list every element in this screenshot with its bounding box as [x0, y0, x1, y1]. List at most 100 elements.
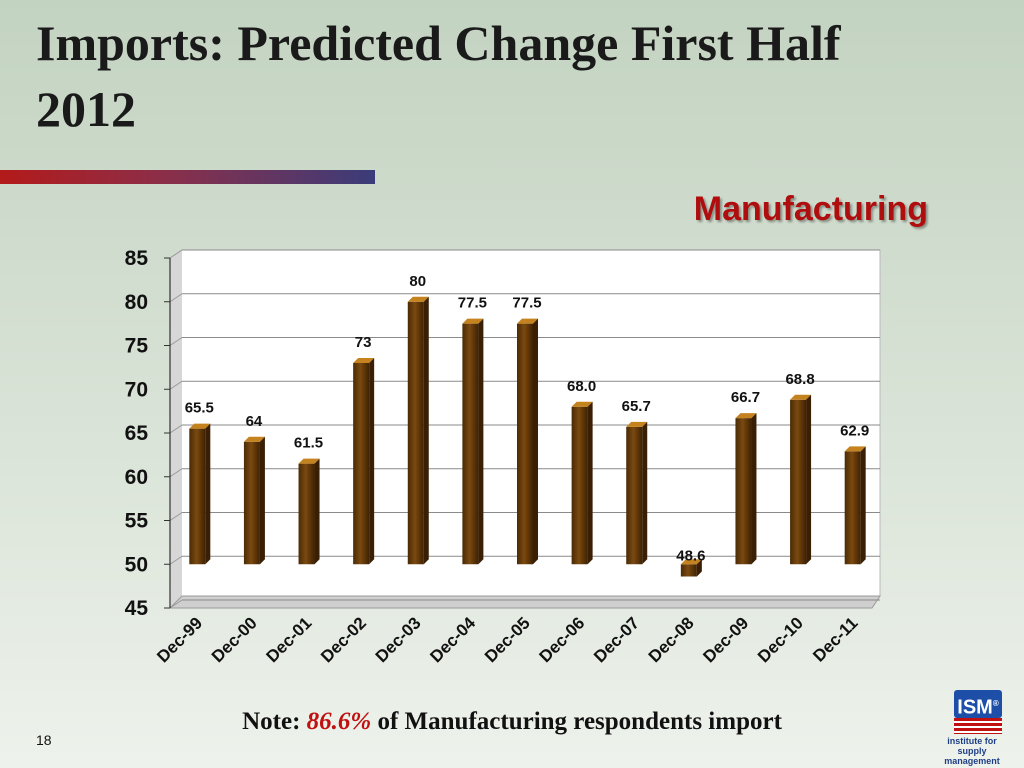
gridline-depth: [169, 555, 183, 565]
bar-side: [478, 318, 484, 565]
y-tick-label: 60: [125, 466, 148, 489]
gridline-depth: [169, 380, 183, 390]
bar-front: [243, 441, 260, 565]
gridline-depth: [169, 599, 183, 609]
bar-Dec-01: [298, 458, 320, 565]
data-label: 61.5: [294, 435, 323, 452]
data-label: 77.5: [512, 295, 541, 312]
bar-front: [353, 363, 370, 565]
data-label: 65.7: [622, 398, 651, 415]
data-label: 64: [246, 413, 263, 430]
data-label: 73: [355, 334, 372, 351]
x-tick-label: Dec-07: [590, 613, 643, 666]
note-percent: 86.6%: [306, 708, 372, 735]
data-label: 66.7: [731, 389, 760, 406]
logo-tagline-line2: supply management: [944, 746, 1000, 766]
bar-top: [407, 296, 429, 302]
bar-chart: 45 50 55 60 65 70 75 80 85 65.5 64 61.5 73 80 77.5 77.…: [125, 247, 881, 666]
y-tick-label: 50: [125, 553, 148, 576]
bar-Dec-11: [844, 446, 866, 565]
logo-badge: ISM®: [954, 690, 1002, 719]
bar-side: [369, 358, 375, 565]
data-label: 68.8: [785, 371, 814, 388]
bar-front: [680, 564, 697, 577]
bar-side: [259, 436, 265, 565]
logo-wave-icon: [954, 718, 1002, 734]
footnote: Note: 86.6% of Manufacturing respondents…: [0, 708, 1024, 736]
bar-Dec-08: [680, 559, 702, 577]
bar-side: [587, 401, 593, 565]
bar-front: [407, 301, 424, 565]
chart-floor: [168, 595, 881, 609]
gridline-depth: [169, 512, 183, 521]
bar-top: [189, 423, 211, 429]
bar-front: [298, 463, 315, 565]
gridline-depth: [169, 293, 183, 303]
gridline-depth: [169, 424, 183, 434]
y-tick-label: 55: [125, 510, 149, 533]
bar-front: [462, 323, 479, 565]
data-label: 65.5: [185, 400, 214, 417]
y-tick-label: 75: [125, 335, 149, 358]
x-tick-label: Dec-04: [426, 613, 479, 666]
bar-Dec-09: [735, 413, 757, 565]
bar-side: [751, 413, 757, 565]
bar-Dec-03: [407, 296, 429, 565]
note-suffix: of Manufacturing respondents import: [377, 708, 782, 735]
data-labels: 65.5 64 61.5 73 80 77.5 77.5 68.0 65.7 48.6 66.7 68…: [185, 273, 870, 565]
bar-top: [735, 413, 757, 419]
data-label: 77.5: [458, 295, 487, 312]
data-label: 62.9: [840, 422, 869, 439]
bar-side: [314, 458, 320, 565]
bar-Dec-10: [790, 394, 812, 565]
bar-side: [205, 423, 211, 565]
data-label: 80: [409, 273, 426, 290]
bar-front: [189, 428, 206, 565]
bar-Dec-00: [243, 436, 265, 565]
bar-top: [571, 401, 593, 407]
slide-title: Imports: Predicted Change First Half 201…: [36, 15, 841, 137]
bar-top: [243, 436, 265, 442]
logo-tagline-line1: institute for: [947, 736, 997, 746]
x-tick-label: Dec-00: [208, 613, 261, 666]
y-tick-label: 45: [125, 597, 149, 620]
x-tick-label: Dec-05: [481, 613, 534, 666]
gridline-depth: [169, 337, 183, 346]
bar-Dec-05: [517, 318, 538, 565]
bar-side: [423, 296, 429, 565]
bar-top: [298, 458, 320, 464]
y-tick-label: 85: [125, 247, 149, 270]
page-number: 18: [36, 732, 52, 748]
data-label: 68.0: [567, 378, 596, 395]
bar-Dec-99: [189, 423, 211, 565]
bar-side: [696, 559, 702, 577]
bar-front: [517, 323, 533, 565]
x-axis-ticks: Dec-99 Dec-00 Dec-01 Dec-02 Dec-03 Dec-04 Dec-…: [153, 613, 861, 666]
bars: [189, 296, 866, 577]
y-tick-label: 80: [125, 291, 148, 314]
bar-Dec-06: [571, 401, 593, 565]
x-tick-label: Dec-10: [754, 613, 807, 666]
bar-top: [680, 559, 702, 565]
bar-Dec-02: [353, 358, 375, 565]
logo-tagline: institute for supply management: [932, 736, 1012, 766]
logo-registered-mark: ®: [992, 699, 999, 708]
bar-front: [735, 418, 752, 565]
x-tick-label: Dec-02: [317, 613, 370, 666]
gridline-depth: [169, 249, 183, 259]
bar-top: [462, 318, 484, 324]
x-tick-label: Dec-06: [536, 613, 589, 666]
y-tick-label: 70: [125, 378, 148, 401]
x-tick-label: Dec-03: [372, 613, 425, 666]
bar-side: [860, 446, 866, 565]
title-rule: [0, 170, 375, 184]
bar-top: [790, 394, 812, 400]
x-tick-label: Dec-01: [262, 613, 315, 666]
bar-front: [571, 406, 588, 565]
logo-brand: ISM: [957, 696, 993, 719]
y-tick-label: 65: [125, 422, 149, 445]
chart-title: Manufacturing: [693, 190, 928, 228]
y-axis-ticks: 45 50 55 60 65 70 75 80 85: [125, 247, 149, 620]
x-tick-label: Dec-99: [153, 613, 206, 666]
bar-side: [642, 421, 648, 565]
